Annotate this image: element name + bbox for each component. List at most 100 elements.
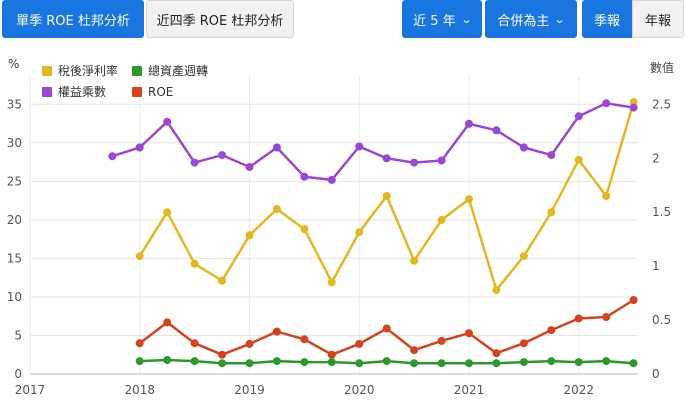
data-point-0: [547, 208, 556, 217]
data-point-3: [629, 296, 638, 304]
data-point-0: [492, 286, 501, 294]
quarterly-report-button[interactable]: 季報: [582, 0, 632, 38]
data-point-1: [135, 357, 144, 366]
toolbar: 單季 ROE 杜邦分析 近四季 ROE 杜邦分析 近 5 年 ⌄ 合併為主 ⌄ …: [0, 0, 685, 40]
y-left-tick-label: 25: [7, 174, 22, 188]
data-point-2: [327, 175, 336, 184]
data-point-1: [245, 359, 254, 368]
tab-single-quarter-roe[interactable]: 單季 ROE 杜邦分析: [2, 0, 144, 38]
series-line-2: [111, 102, 634, 182]
data-point-1: [547, 357, 556, 366]
range-dropdown[interactable]: 近 5 年 ⌄: [402, 0, 482, 38]
data-point-2: [355, 142, 364, 151]
data-point-0: [135, 252, 144, 261]
data-point-1: [519, 358, 528, 367]
data-point-3: [245, 339, 254, 348]
data-point-1: [492, 359, 501, 368]
data-point-1: [574, 358, 583, 367]
tab-four-label: 近四季 ROE 杜邦分析: [156, 13, 284, 29]
data-point-1: [218, 359, 227, 368]
data-point-0: [218, 276, 227, 285]
y-left-tick-label: 5: [14, 328, 22, 342]
y-left-tick-label: 10: [7, 290, 22, 304]
data-point-3: [272, 327, 281, 336]
data-point-2: [163, 117, 172, 126]
legend-swatch: [42, 66, 52, 76]
data-point-0: [574, 155, 583, 164]
data-point-3: [602, 313, 611, 321]
x-tick-label: 2018: [124, 383, 155, 397]
y-left-tick-label: 35: [7, 97, 22, 111]
data-point-0: [300, 225, 309, 234]
data-point-1: [272, 357, 281, 366]
y-left-tick-label: 15: [7, 251, 22, 265]
x-tick-label: 2020: [344, 383, 375, 397]
annual-label: 年報: [644, 13, 671, 29]
data-point-3: [163, 318, 172, 327]
data-point-0: [163, 208, 172, 217]
y-left-unit-label: %: [8, 57, 19, 71]
tab-four-quarter-roe[interactable]: 近四季 ROE 杜邦分析: [146, 0, 294, 38]
x-tick-label: 2019: [234, 383, 265, 397]
legend-label: 總資產週轉: [148, 63, 208, 78]
data-point-1: [410, 359, 419, 368]
x-tick-label: 2021: [454, 383, 485, 397]
data-point-2: [465, 119, 473, 128]
quarterly-label: 季報: [593, 13, 620, 29]
legend-swatch: [132, 87, 142, 97]
consolidation-label: 合併為主: [497, 13, 550, 29]
data-point-2: [492, 126, 501, 135]
data-point-1: [465, 359, 473, 368]
y-left-tick-label: 30: [7, 136, 22, 150]
data-point-2: [108, 152, 117, 161]
data-point-1: [327, 358, 336, 367]
data-point-2: [629, 103, 638, 112]
legend-label: 權益乘數: [58, 85, 106, 99]
data-point-1: [437, 359, 446, 368]
consolidation-dropdown[interactable]: 合併為主 ⌄: [485, 0, 577, 38]
data-point-3: [410, 346, 419, 355]
data-point-3: [327, 350, 336, 359]
data-point-2: [272, 143, 281, 152]
data-point-0: [272, 205, 281, 214]
range-label: 近 5 年: [413, 13, 456, 29]
y-right-tick-label: 1.5: [652, 205, 671, 219]
data-point-3: [382, 324, 391, 333]
y-right-tick-label: 1: [652, 259, 660, 273]
data-point-2: [574, 112, 583, 121]
data-point-0: [190, 259, 199, 268]
data-point-3: [190, 339, 199, 348]
data-point-0: [437, 215, 446, 224]
data-point-3: [437, 336, 446, 345]
data-point-3: [519, 339, 528, 348]
y-right-tick-label: 0: [652, 367, 660, 381]
data-point-0: [519, 252, 528, 261]
data-point-0: [245, 231, 254, 240]
chevron-down-icon: ⌄: [554, 12, 566, 26]
y-right-unit-label: 數值: [650, 60, 674, 75]
annual-report-button[interactable]: 年報: [632, 0, 684, 38]
data-point-0: [629, 98, 638, 106]
data-point-0: [410, 256, 419, 265]
data-point-3: [492, 349, 501, 358]
data-point-2: [218, 151, 227, 160]
data-point-1: [382, 357, 391, 366]
data-point-1: [602, 357, 611, 366]
data-point-3: [355, 339, 364, 348]
y-right-tick-label: 2: [652, 151, 660, 165]
y-left-tick-label: 0: [14, 367, 22, 381]
y-right-tick-label: 2.5: [652, 97, 671, 111]
x-tick-label: 2022: [563, 383, 594, 397]
x-tick-label: 2017: [15, 383, 46, 397]
data-point-3: [300, 335, 309, 344]
data-point-1: [629, 359, 638, 368]
data-point-1: [190, 357, 199, 366]
data-point-0: [602, 192, 611, 200]
data-point-2: [300, 172, 309, 181]
data-point-0: [465, 195, 473, 204]
legend-swatch: [132, 66, 142, 76]
data-point-2: [410, 158, 419, 167]
data-point-1: [163, 356, 172, 364]
data-point-0: [327, 278, 336, 287]
